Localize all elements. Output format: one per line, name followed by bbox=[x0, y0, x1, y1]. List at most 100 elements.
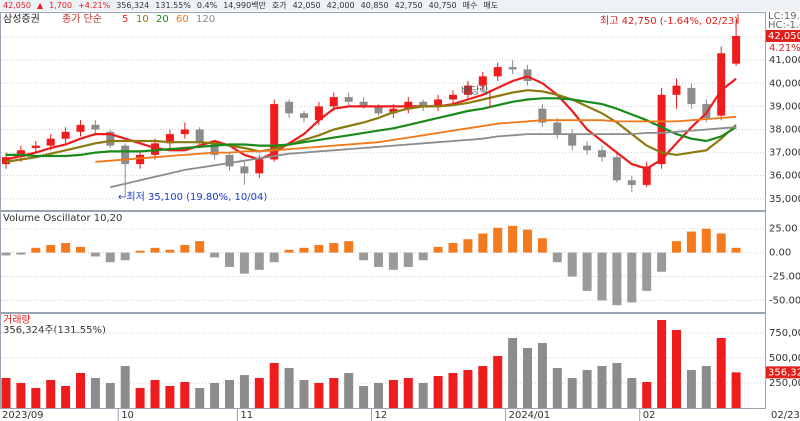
bar bbox=[448, 373, 458, 408]
bar bbox=[344, 373, 354, 408]
bar bbox=[31, 247, 41, 253]
candle-body bbox=[225, 154, 234, 167]
bar bbox=[105, 252, 115, 263]
bar bbox=[135, 388, 145, 408]
bar bbox=[329, 378, 339, 408]
toolbar-item: 42,750 bbox=[394, 1, 423, 10]
bar bbox=[642, 382, 652, 408]
bar bbox=[627, 252, 637, 303]
last-volume-box bbox=[766, 366, 800, 379]
y-tick-label: 39,000 bbox=[769, 101, 800, 112]
bar bbox=[1, 252, 11, 256]
last-price-box bbox=[766, 29, 800, 42]
toolbar-item: 356,324 bbox=[116, 1, 150, 10]
candle-body bbox=[61, 131, 70, 139]
candle-body bbox=[553, 122, 562, 135]
toolbar-item: 42,000 bbox=[326, 1, 355, 10]
y-tick-label: 38,000 bbox=[769, 124, 800, 135]
bar bbox=[672, 241, 681, 253]
bar bbox=[90, 252, 100, 257]
bar bbox=[210, 252, 220, 258]
candle-body bbox=[463, 85, 472, 95]
bar bbox=[299, 247, 309, 253]
bar bbox=[448, 243, 458, 253]
candle-body bbox=[612, 157, 621, 181]
candle-body bbox=[642, 166, 651, 185]
candle-body bbox=[106, 131, 115, 146]
candle-body bbox=[389, 108, 398, 114]
candle-body bbox=[568, 134, 577, 146]
candle-body bbox=[76, 124, 85, 132]
y-tick-label: -25.00 bbox=[769, 272, 800, 283]
y-tick-label: 25.00 bbox=[769, 224, 798, 235]
candle-body bbox=[374, 106, 383, 114]
bar bbox=[478, 233, 488, 253]
bar bbox=[597, 366, 607, 408]
bar bbox=[314, 244, 324, 253]
candle-body bbox=[493, 67, 502, 77]
candle-body bbox=[2, 157, 10, 165]
candle-body bbox=[270, 104, 279, 160]
bar bbox=[76, 373, 85, 408]
bar bbox=[254, 378, 264, 408]
bar bbox=[642, 252, 652, 291]
legend-entry: 60 bbox=[176, 14, 189, 25]
bar bbox=[210, 383, 220, 408]
y-tick-label: 37,000 bbox=[769, 148, 800, 159]
x-tick-label: 10 bbox=[121, 410, 134, 421]
change-label: 4.21% bbox=[769, 43, 800, 54]
candle-body bbox=[478, 76, 487, 86]
last-price-label: 42,050 bbox=[768, 31, 800, 42]
annotation: ←최저 35,100 (19.80%, 10/04) bbox=[118, 191, 267, 203]
bar bbox=[403, 252, 413, 267]
bar bbox=[314, 383, 324, 408]
bar bbox=[403, 378, 413, 408]
x-tick-label: 11 bbox=[240, 410, 253, 421]
candle-body bbox=[16, 150, 25, 158]
candle-body bbox=[285, 101, 294, 114]
bar bbox=[508, 338, 518, 408]
x-tick-label: 2024/01 bbox=[509, 410, 551, 421]
toolbar-item: 1,700 bbox=[49, 1, 73, 10]
toolbar-item: 40,750 bbox=[428, 1, 457, 10]
y-tick-label: 250,000 bbox=[769, 378, 800, 389]
toolbar-item: 매도 bbox=[483, 1, 499, 10]
candle-body bbox=[627, 180, 636, 185]
bar bbox=[269, 363, 279, 408]
bar bbox=[418, 383, 428, 408]
bar bbox=[105, 383, 115, 408]
chart-title: 삼성증권 bbox=[3, 13, 40, 25]
bar bbox=[567, 378, 577, 408]
candle-body bbox=[672, 85, 681, 95]
bar bbox=[552, 368, 562, 408]
bar bbox=[597, 252, 607, 301]
bar bbox=[716, 338, 726, 408]
x-tick-label: 02 bbox=[643, 410, 656, 421]
bar bbox=[418, 252, 428, 261]
toolbar: 42,050 ▲ 1,700 +4.21% 356,324 131.55% 0.4% 14,9… bbox=[0, 0, 800, 11]
bar bbox=[31, 388, 41, 408]
candle-body bbox=[314, 106, 323, 121]
bar bbox=[731, 372, 741, 408]
bar bbox=[225, 380, 234, 408]
bar bbox=[537, 238, 547, 253]
ma-line bbox=[6, 97, 737, 158]
x-tick-label: 2023/09 bbox=[2, 410, 44, 421]
legend-entry: 5 bbox=[122, 14, 128, 25]
bar bbox=[478, 366, 488, 408]
bar bbox=[627, 378, 637, 408]
legend-entry: 20 bbox=[156, 14, 169, 25]
toolbar-item: +4.21% bbox=[78, 1, 111, 10]
annotation: 최고 42,750 (-1.64%, 02/23) bbox=[600, 15, 738, 27]
bar bbox=[329, 243, 339, 253]
candle-body bbox=[657, 94, 666, 165]
y-tick-label: 0.00 bbox=[769, 248, 791, 259]
bar bbox=[701, 366, 711, 408]
candle-body bbox=[598, 150, 606, 158]
candle-body bbox=[523, 69, 532, 81]
bar bbox=[537, 343, 547, 408]
y-tick-label: 41,000 bbox=[769, 55, 800, 66]
candle-body bbox=[449, 94, 457, 100]
bar bbox=[120, 366, 130, 408]
